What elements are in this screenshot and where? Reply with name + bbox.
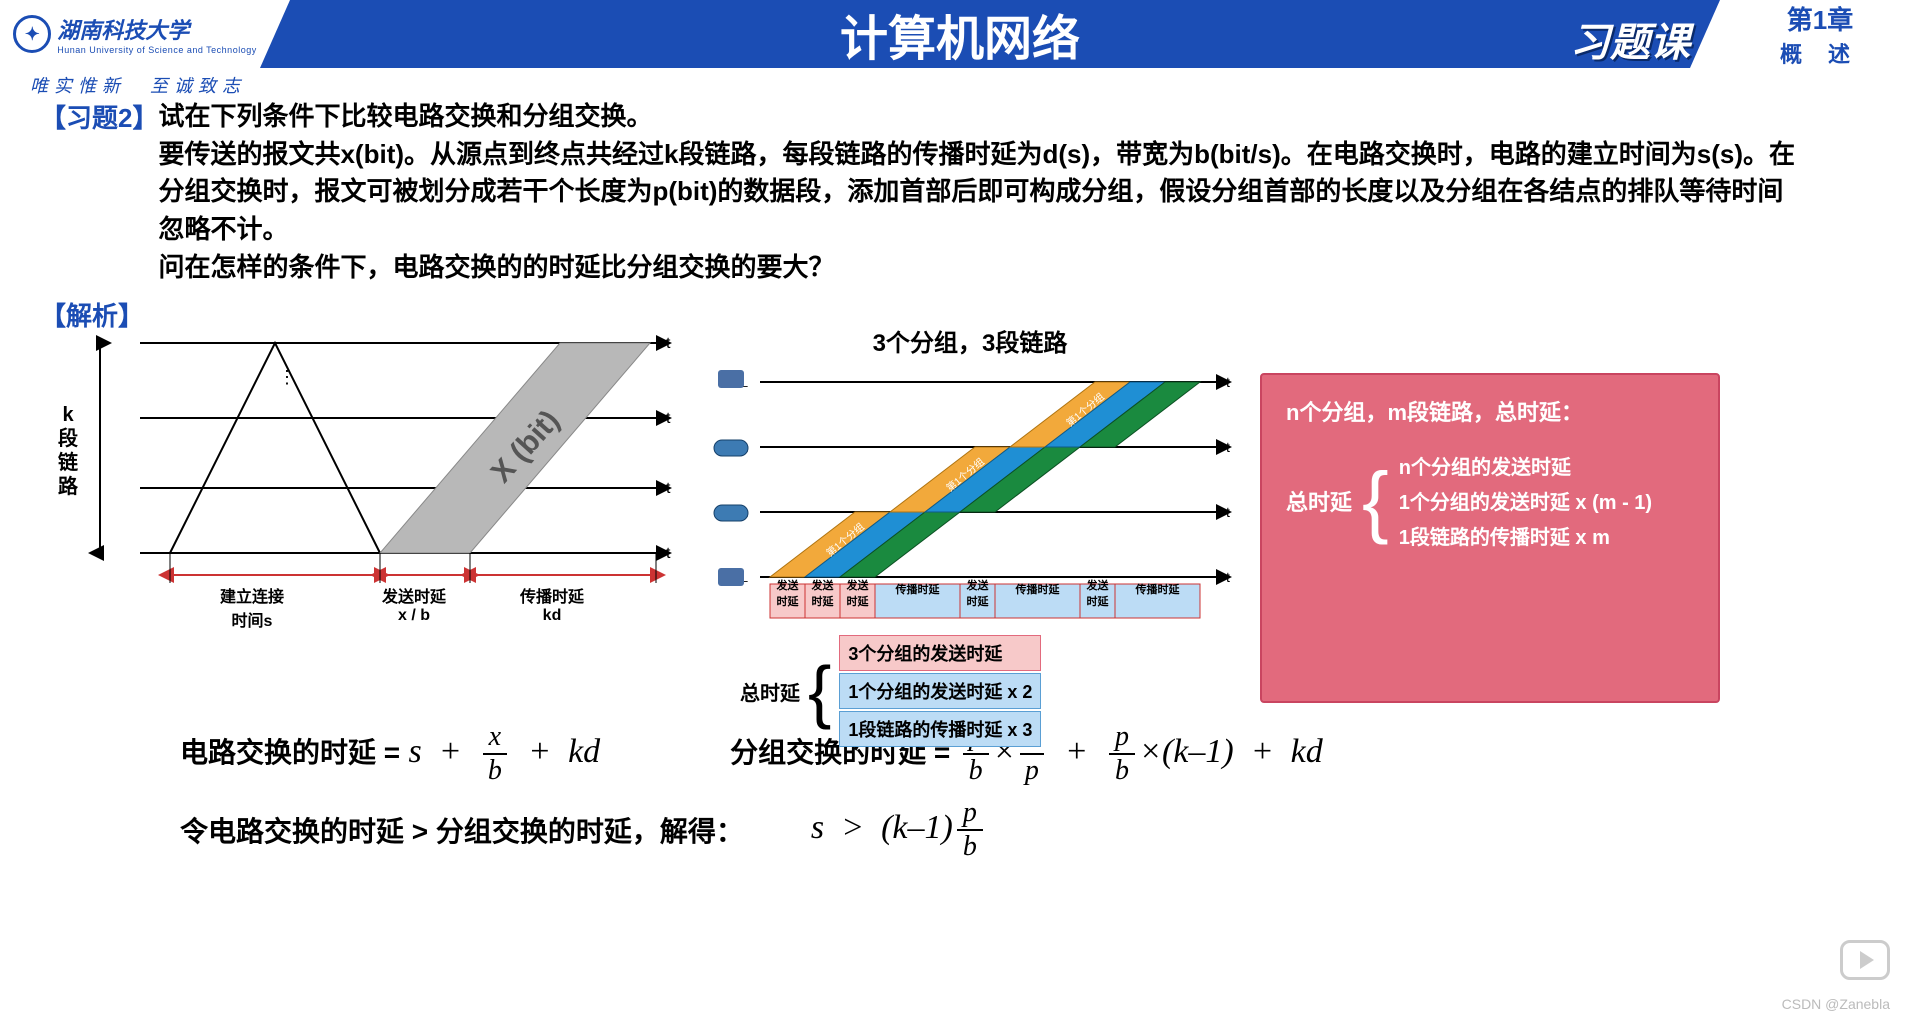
svg-text:t: t <box>666 410 671 427</box>
slide-header: ✦ 湖南科技大学 Hunan University of Science and… <box>0 0 1920 68</box>
pink-label: 总时延 <box>1286 485 1352 517</box>
university-logo-area: ✦ 湖南科技大学 Hunan University of Science and… <box>0 0 260 68</box>
brace-icon: { <box>1362 471 1389 531</box>
seg1-label: 建立连接时间s <box>220 583 284 631</box>
exercise-class-label: 习题课 <box>1570 10 1690 68</box>
summary-l3: 1段链路的传播时延 x 3 <box>839 711 1041 747</box>
svg-text:t: t <box>1226 439 1230 455</box>
seg2-label: 发送时延x / b <box>382 583 446 625</box>
summary-lines: 3个分组的发送时延 1个分组的发送时延 x 2 1段链路的传播时延 x 3 <box>839 633 1041 749</box>
svg-text:t: t <box>1226 569 1230 585</box>
timeline-labels: 发送时延 发送时延 发送时延 传播时延 发送时延 传播时延 发送时延 传播时延 <box>770 577 1200 609</box>
circuit-switching-diagram: t t t t X (bit) ⋮ k段链路 <box>40 323 680 643</box>
summary-l1: 3个分组的发送时延 <box>839 635 1041 671</box>
formula-row-2: 令电路交换的时延 > 分组交换的时延，解得： s > (k–1)pb <box>180 799 1880 861</box>
brace-icon: { <box>808 666 831 716</box>
pink-l3: 1段链路的传播时延 x m <box>1399 521 1652 550</box>
center-summary: 总时延 { 3个分组的发送时延 1个分组的发送时延 x 2 1段链路的传播时延 … <box>740 633 1240 749</box>
svg-text:t: t <box>666 480 671 497</box>
university-name-en: Hunan University of Science and Technolo… <box>57 45 256 55</box>
chapter-box: 第1章 概 述 <box>1720 0 1920 68</box>
packet-switching-diagram: 3个分组，3段链路 t t t t L L L L <box>700 323 1240 703</box>
problem-body: 试在下列条件下比较电路交换和分组交换。 要传送的报文共x(bit)。从源点到终点… <box>158 98 1798 286</box>
svg-text:t: t <box>1226 504 1230 520</box>
problem-line3: 问在怎样的条件下，电路交换的的时延比分组交换的要大？ <box>158 252 834 282</box>
svg-text:t: t <box>1226 374 1230 390</box>
diagrams-row: t t t t X (bit) ⋮ k段链路 <box>40 323 1880 703</box>
pink-lines: n个分组的发送时延 1个分组的发送时延 x (m - 1) 1段链路的传播时延 … <box>1399 445 1652 556</box>
pink-l1: n个分组的发送时延 <box>1399 451 1652 480</box>
svg-text:⋮: ⋮ <box>278 367 296 387</box>
seg3-label: 传播时延kd <box>520 583 584 625</box>
play-icon[interactable] <box>1840 940 1890 980</box>
slide-content: 【习题2】 试在下列条件下比较电路交换和分组交换。 要传送的报文共x(bit)。… <box>0 68 1920 861</box>
svg-text:t: t <box>666 545 671 562</box>
logo-icon: ✦ <box>13 15 51 53</box>
pink-l2: 1个分组的发送时延 x (m - 1) <box>1399 486 1652 515</box>
summary-l2: 1个分组的发送时延 x 2 <box>839 673 1041 709</box>
watermark: CSDN @Zanebla <box>1782 996 1890 1012</box>
chapter-title: 第1章 <box>1787 0 1853 37</box>
problem-block: 【习题2】 试在下列条件下比较电路交换和分组交换。 要传送的报文共x(bit)。… <box>40 98 1880 286</box>
pink-title: n个分组，m段链路，总时延： <box>1286 395 1694 427</box>
circuit-delay-label: 电路交换的时延 = <box>180 737 400 768</box>
k-links-label: k段链路 <box>58 403 78 499</box>
problem-line1: 试在下列条件下比较电路交换和分组交换。 <box>158 101 652 131</box>
university-motto: 唯实惟新 至诚致志 <box>30 72 246 98</box>
university-name-zh: 湖南科技大学 <box>57 13 256 45</box>
problem-label: 【习题2】 <box>40 98 158 286</box>
center-title: 3个分组，3段链路 <box>700 323 1240 358</box>
course-title: 计算机网络 <box>840 0 1080 69</box>
compare-label: 令电路交换的时延 > 分组交换的时延，解得： <box>180 810 744 850</box>
svg-text:t: t <box>666 335 671 352</box>
general-formula-box: n个分组，m段链路，总时延： 总时延 { n个分组的发送时延 1个分组的发送时延… <box>1260 373 1720 703</box>
problem-line2: 要传送的报文共x(bit)。从源点到终点共经过k段链路，每段链路的传播时延为d(… <box>158 139 1795 244</box>
summary-label: 总时延 <box>740 677 800 706</box>
chapter-subtitle: 概 述 <box>1780 37 1860 69</box>
